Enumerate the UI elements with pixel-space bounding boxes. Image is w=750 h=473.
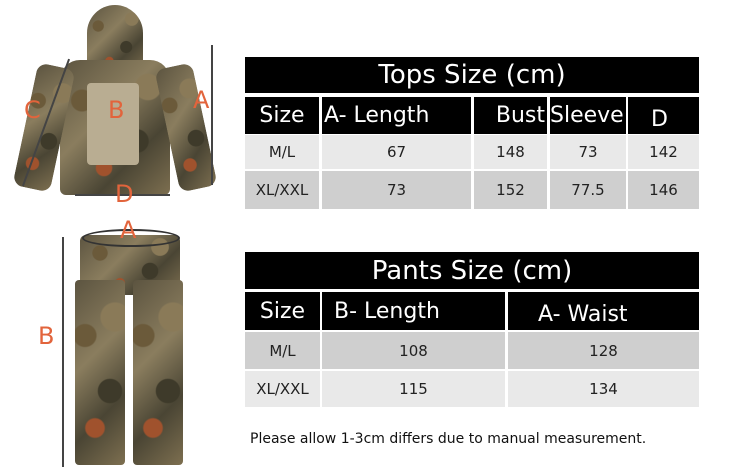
header-size: Size bbox=[245, 97, 319, 134]
tops-row2-sleeve: 77.5 bbox=[550, 171, 626, 209]
tops-row2-size: XL/XXL bbox=[245, 171, 319, 209]
pants-right-leg bbox=[133, 280, 183, 465]
jacket-illustration bbox=[12, 5, 218, 205]
measurement-note: Please allow 1-3cm differs due to manual… bbox=[250, 431, 647, 447]
pants-table-title: Pants Size (cm) bbox=[245, 252, 699, 289]
header-a-waist: A- Waist bbox=[508, 292, 699, 330]
pants-illustration bbox=[75, 230, 185, 470]
tops-row1-length: 67 bbox=[322, 135, 471, 169]
pants-row1-length: 108 bbox=[322, 332, 505, 369]
label-pants-a: A bbox=[120, 216, 137, 244]
measure-line-a bbox=[211, 45, 213, 185]
tops-row2-d: 146 bbox=[628, 171, 699, 209]
jacket-mesh-panel bbox=[87, 83, 139, 165]
pants-row1-waist: 128 bbox=[508, 332, 699, 369]
tops-row2-bust: 152 bbox=[474, 171, 547, 209]
label-tops-c: C bbox=[24, 96, 41, 124]
measure-line-d bbox=[75, 194, 170, 196]
pants-row2-length: 115 bbox=[322, 371, 505, 407]
label-tops-a: A bbox=[193, 86, 210, 114]
pants-left-leg bbox=[75, 280, 125, 465]
waist-ellipse bbox=[82, 229, 180, 247]
header-b-length: B- Length bbox=[322, 292, 505, 330]
tops-row1-size: M/L bbox=[245, 135, 319, 169]
measure-line-b bbox=[62, 237, 64, 467]
pants-row2-waist: 134 bbox=[508, 371, 699, 407]
label-tops-d: D bbox=[115, 180, 134, 208]
header-sleeve: Sleeve bbox=[550, 97, 626, 134]
tops-row2-length: 73 bbox=[322, 171, 471, 209]
header-bust: Bust bbox=[474, 97, 547, 134]
label-pants-b: B bbox=[38, 322, 55, 350]
tops-row1-sleeve: 73 bbox=[550, 135, 626, 169]
tops-row1-bust: 148 bbox=[474, 135, 547, 169]
tops-table-title: Tops Size (cm) bbox=[245, 57, 699, 93]
tops-row1-d: 142 bbox=[628, 135, 699, 169]
header-a-length: A- Length bbox=[322, 97, 471, 134]
pants-row1-size: M/L bbox=[245, 332, 320, 369]
pants-row2-size: XL/XXL bbox=[245, 371, 320, 407]
label-tops-b: B bbox=[108, 96, 125, 124]
header-size: Size bbox=[245, 292, 320, 330]
header-d: D bbox=[628, 97, 699, 134]
